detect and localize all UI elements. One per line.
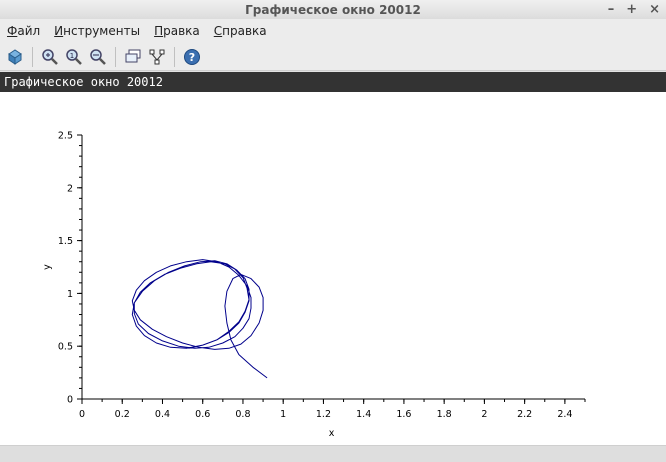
- x-tick-label: 2.2: [517, 409, 532, 420]
- status-bar: [0, 445, 666, 462]
- x-tick-label: 2: [481, 409, 487, 420]
- plot-area[interactable]: 0 0.2 0.4 0.6 0.8 1 1.2 1.4 1.6 1.8 2 2.2 2.4 0 0.5 1 1.…: [0, 92, 666, 445]
- menu-bar: Файл Инструменты Правка Справка: [0, 19, 666, 43]
- toolbar-separator: [32, 46, 33, 67]
- x-tick-label: 1: [280, 409, 286, 420]
- zoom-reset-button[interactable]: 1: [64, 47, 84, 67]
- window-controls: – + ×: [608, 0, 660, 19]
- help-icon: ?: [184, 48, 200, 65]
- menu-help-label: правка: [222, 24, 267, 38]
- x-tick-label: 0.6: [195, 409, 210, 420]
- window-titlebar: Графическое окно 20012 – + ×: [0, 0, 666, 19]
- x-tick-label: 1.2: [316, 409, 331, 420]
- minimize-button[interactable]: –: [607, 2, 615, 17]
- y-tick-label: 2: [67, 183, 73, 194]
- editor-icon: [149, 49, 165, 64]
- maximize-button[interactable]: +: [626, 2, 638, 17]
- window-title: Графическое окно 20012: [245, 2, 421, 17]
- menu-tools[interactable]: Инструменты: [47, 24, 147, 38]
- menu-tools-mnemonic: И: [54, 24, 64, 38]
- x-tick-label: 1.8: [437, 409, 452, 420]
- canvas-header: Графическое окно 20012: [0, 72, 666, 92]
- x-tick-label: 0.8: [235, 409, 250, 420]
- y-axis-label: y: [42, 264, 53, 270]
- datatip-button[interactable]: [123, 47, 143, 67]
- series-line-0: [131, 259, 268, 379]
- y-tick-label: 0: [67, 395, 73, 406]
- x-tick-label: 0.4: [155, 409, 170, 420]
- zoom-reset-icon: 1: [66, 48, 82, 65]
- zoom-icon: [42, 48, 58, 65]
- datatip-icon: [125, 49, 141, 62]
- y-tick-label: 2.5: [58, 131, 73, 142]
- x-axis-label: x: [329, 428, 335, 439]
- menu-tools-label: нструменты: [63, 24, 141, 38]
- zoom-select-button[interactable]: [88, 47, 108, 67]
- y-tick-label: 1: [67, 289, 73, 300]
- menu-edit[interactable]: Правка: [147, 24, 207, 38]
- x-tick-label: 1.6: [396, 409, 411, 420]
- zoom-select-icon: [90, 48, 106, 65]
- help-button[interactable]: ?: [182, 47, 202, 67]
- menu-file[interactable]: Файл: [0, 24, 47, 38]
- rotate-button[interactable]: [5, 47, 25, 67]
- menu-help-mnemonic: С: [213, 24, 223, 38]
- x-tick-label: 0: [79, 409, 85, 420]
- menu-edit-mnemonic: П: [154, 24, 164, 38]
- y-tick-label: 0.5: [58, 342, 73, 353]
- toolbar-separator: [174, 46, 175, 67]
- rotate-icon: [8, 48, 22, 65]
- toolbar-separator: [115, 46, 116, 67]
- svg-text:?: ?: [189, 51, 195, 64]
- svg-text:1: 1: [70, 52, 74, 60]
- zoom-button[interactable]: [40, 47, 60, 67]
- x-tick-label: 0.2: [115, 409, 130, 420]
- x-tick-label: 1.4: [356, 409, 371, 420]
- editor-button[interactable]: [147, 47, 167, 67]
- chart: 0 0.2 0.4 0.6 0.8 1 1.2 1.4 1.6 1.8 2 2.2 2.4 0 0.5 1 1.…: [42, 131, 586, 439]
- y-tick-label: 1.5: [58, 236, 73, 247]
- menu-file-mnemonic: Ф: [7, 24, 18, 38]
- menu-edit-label: равка: [163, 24, 200, 38]
- toolbar: 1 ?: [0, 43, 666, 71]
- x-tick-label: 2.4: [557, 409, 572, 420]
- menu-help[interactable]: Справка: [207, 24, 274, 38]
- menu-file-label: айл: [17, 24, 41, 38]
- close-button[interactable]: ×: [649, 2, 660, 17]
